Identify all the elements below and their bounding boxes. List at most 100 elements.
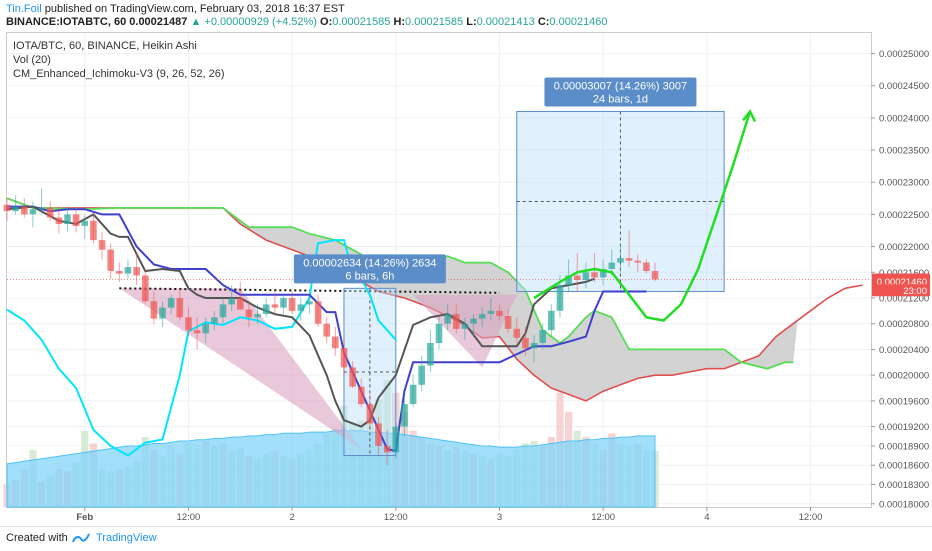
price-tag-2	[872, 275, 930, 288]
kijun-sen-line	[7, 205, 647, 453]
candle-body	[582, 272, 590, 280]
projection-drawing	[533, 109, 757, 322]
x-tick-label: 4	[704, 512, 709, 523]
measure-label-bg-1	[293, 254, 446, 284]
candle-body	[98, 240, 106, 250]
time-axis: Feb 12:00 2 12:00 3 12:00 4 12:00	[76, 507, 822, 523]
candle-body	[487, 310, 495, 314]
candle-body	[159, 307, 166, 319]
price-tag-3	[872, 284, 930, 297]
legend-ichimoku[interactable]: CM_Enhanced_Ichimoku-V3 (9, 26, 52, 26)	[13, 68, 225, 80]
y-tick-label: 0.00018300	[879, 480, 929, 491]
y-tick-label: 0.00025000	[879, 49, 929, 60]
candle-body	[418, 365, 425, 385]
low-value: 0.00021413	[476, 16, 535, 28]
candle-body	[64, 214, 71, 224]
candle-body	[340, 348, 348, 368]
volume-pane	[3, 380, 659, 508]
candle-body	[46, 207, 54, 218]
price-axis: 0.00025000 0.00024500 0.00024000 0.00023500…	[871, 49, 930, 510]
volume-ma-area	[6, 430, 656, 508]
candle-body	[219, 304, 227, 318]
candle-body	[72, 214, 80, 226]
candle-body	[228, 298, 235, 305]
candle-body	[444, 314, 451, 324]
footer: Created with TradingView	[0, 526, 932, 551]
high-label: H:	[393, 16, 406, 28]
candle-body	[185, 317, 192, 331]
candle-body	[150, 301, 158, 319]
y-tick-label: 0.00021600	[879, 268, 929, 279]
candle-body	[167, 298, 175, 308]
candle-body	[478, 314, 486, 319]
candle-body	[29, 209, 37, 215]
candle-body	[651, 271, 659, 280]
candle-body	[314, 301, 322, 324]
change-arrow-icon: ▲	[190, 16, 202, 28]
candle-body	[116, 271, 123, 274]
candle-body	[176, 298, 184, 318]
measure-label-line1-1: 0.00002634 (14.26%) 2634	[303, 257, 436, 269]
candle-body	[392, 426, 400, 453]
candle-body	[237, 298, 244, 310]
symbol-name: BINANCE:IOTABTC, 60	[6, 16, 127, 28]
low-label: L:	[466, 16, 477, 28]
candle-body	[262, 304, 270, 314]
y-tick-label: 0.00018000	[879, 499, 929, 510]
y-tick-label: 0.00020000	[879, 371, 929, 382]
x-tick-label: 12:00	[591, 512, 615, 523]
tradingview-logo-icon	[72, 533, 90, 543]
candle-body	[211, 317, 218, 324]
open-value: 0.00021585	[332, 16, 391, 28]
candles	[3, 188, 659, 466]
publish-info: Tin.Foil published on TradingView.com, F…	[6, 3, 345, 15]
candle-body	[574, 275, 581, 280]
legend-volume[interactable]: Vol (20)	[13, 54, 51, 66]
legend-symbol[interactable]: IOTA/BTC, 60, BINANCE, Heikin Ashi	[13, 40, 197, 52]
candle-body	[245, 309, 253, 318]
open-label: O:	[320, 16, 333, 28]
y-tick-label: 0.00018600	[879, 461, 929, 472]
candle-body	[383, 445, 391, 453]
candle-body	[634, 260, 641, 263]
high-value: 0.00021585	[405, 16, 464, 28]
y-tick-label: 0.00020800	[879, 319, 929, 330]
candle-body	[530, 343, 538, 349]
tradingview-brand[interactable]: TradingView	[96, 532, 157, 544]
measure-label-bg-2	[544, 77, 697, 107]
x-tick-label: 3	[497, 512, 502, 523]
candle-body	[625, 258, 633, 261]
candle-body	[107, 249, 114, 271]
candle-body	[297, 304, 305, 311]
candle-body	[3, 204, 11, 212]
last-price: 0.00021487	[129, 16, 188, 28]
candle-body	[306, 301, 313, 305]
candle-body	[435, 323, 443, 343]
candle-body	[142, 275, 149, 302]
falling-wedge-pattern-1	[119, 288, 362, 450]
candle-body	[599, 269, 607, 278]
candle-body	[461, 323, 469, 329]
dotted-resistance-line	[119, 287, 500, 294]
candle-body	[366, 404, 374, 424]
candle-body	[271, 304, 279, 308]
candle-body	[280, 298, 287, 308]
candle-body	[513, 328, 521, 338]
measure-label-line1-2: 0.00003007 (14.26%) 3007	[554, 80, 687, 92]
candle-body	[12, 206, 19, 212]
y-tick-label: 0.00022000	[879, 242, 929, 253]
candle-body	[349, 367, 356, 387]
candle-body	[643, 262, 650, 271]
x-tick-label: Feb	[76, 512, 93, 523]
senkou-span-b-line	[6, 197, 863, 402]
author-name[interactable]: Tin.Foil	[6, 3, 42, 15]
candle-body	[202, 323, 209, 334]
candle-body	[427, 343, 434, 366]
chikou-span-line	[6, 205, 595, 428]
candle-body	[548, 310, 555, 331]
candle-body	[470, 318, 477, 324]
candle-body	[504, 316, 512, 329]
projection-arrowhead	[742, 109, 757, 123]
x-tick-label: 12:00	[799, 512, 823, 523]
